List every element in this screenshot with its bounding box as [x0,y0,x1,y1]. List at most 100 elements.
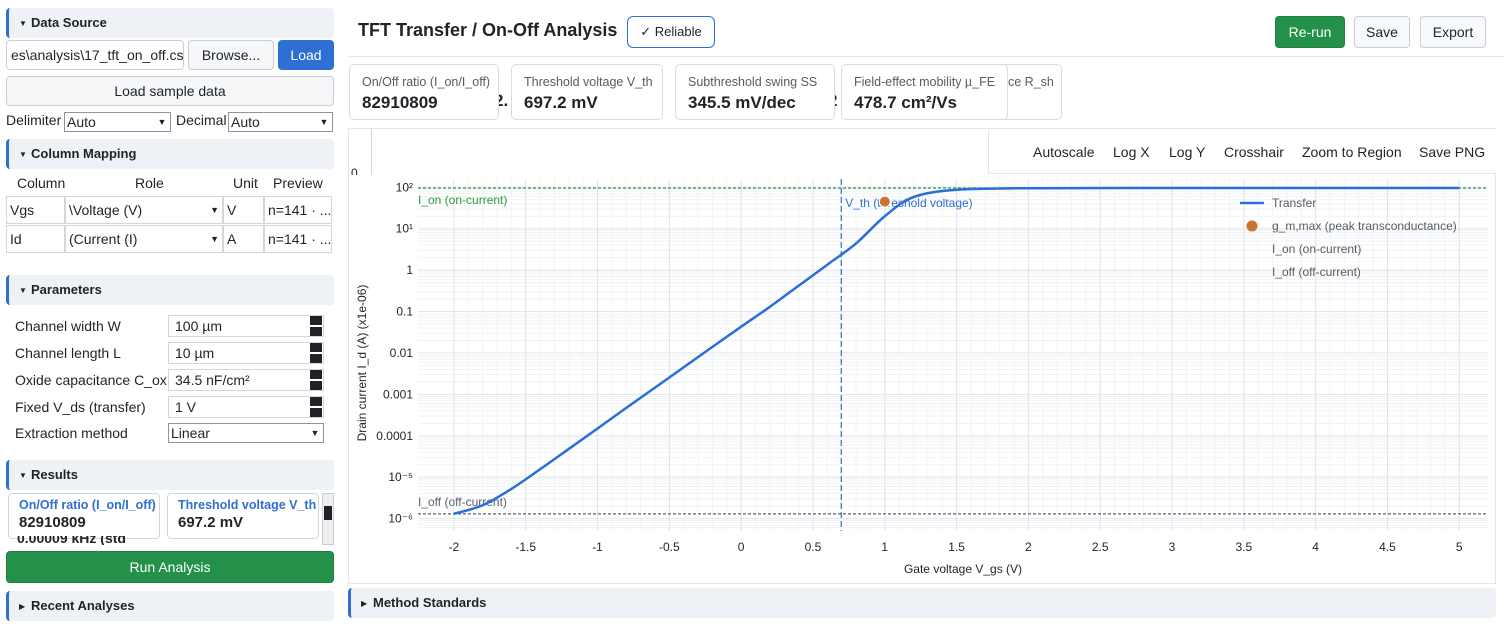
x-tick-label: -2 [449,540,460,554]
mapping-row-preview: n=141 · ... [264,196,332,224]
result-card-on-off: On/Off ratio (I_on/I_off) 82910809 [8,493,160,539]
zoom-to-region-button[interactable]: Zoom to Region [1302,144,1402,160]
mapping-row-preview: n=141 · ... [264,225,332,253]
export-button[interactable]: Export [1420,16,1486,48]
results-overflow: 0.00009 kHz (std [17,536,126,545]
extraction-method-label: Extraction method [15,425,128,441]
crosshair-button[interactable]: Crosshair [1224,144,1284,160]
x-tick-label: -1 [592,540,603,554]
y-tick-label: 0.001 [383,387,413,401]
x-tick-label: 3 [1169,540,1176,554]
col-header-preview: Preview [273,175,323,191]
gm-max-point [878,195,891,208]
x-tick-label: 1.5 [948,540,965,554]
save-png-button[interactable]: Save PNG [1419,144,1486,160]
chevron-right-icon: ▶ [19,602,26,611]
decimal-label: Decimal [176,112,227,128]
y-tick-label: 10⁻⁵ [388,470,413,484]
run-analysis-button[interactable]: Run Analysis [6,551,334,583]
transfer-series-line [453,186,1460,516]
legend-label: g_m,max (peak transconductance) [1272,219,1457,233]
col-header-column: Column [17,175,66,191]
reference-line-label: I_on (on-current) [418,193,507,207]
results-scrollbar[interactable] [322,493,334,545]
chevron-down-icon: ▼ [19,150,27,159]
legend-label: I_on (on-current) [1272,242,1361,256]
transfer-chart[interactable]: I_on (on-current) I_off (off-current) V_th… [350,175,1494,580]
mapping-row-role[interactable]: (Current (I) ▼ [65,225,223,253]
chevron-down-icon: ▼ [157,117,167,127]
col-header-unit: Unit [233,175,258,191]
section-results[interactable]: ▼ Results [6,460,334,490]
chevron-down-icon: ▼ [210,234,219,244]
y-tick-label: 0.01 [390,346,414,360]
x-tick-label: 3.5 [1235,540,1252,554]
y-tick-label: 1 [406,263,413,277]
autoscale-button[interactable]: Autoscale [1033,144,1095,160]
mapping-row-column: Vgs [6,196,65,224]
reference-line-label: V_th (threshold voltage) [845,196,972,210]
browse-button[interactable]: Browse... [188,40,274,70]
oxide-capacitance-input[interactable]: 34.5 nF/cm² [168,369,324,391]
stepper-icon[interactable] [310,343,322,363]
page-title: TFT Transfer / On-Off Analysis [358,20,618,40]
rerun-button[interactable]: Re-run [1275,16,1345,48]
section-column-mapping[interactable]: ▼ Column Mapping [6,139,334,169]
decimal-select[interactable]: Auto ▼ [228,112,333,132]
fixed-vds-input[interactable]: 1 V [168,396,324,418]
load-sample-button[interactable]: Load sample data [6,76,334,106]
metric-card-vth: Threshold voltage V_th 697.2 mV [511,64,663,120]
param-label: Channel length L [15,345,121,361]
metric-card-hidden: ce R_sh [1000,64,1062,120]
chevron-down-icon: ▼ [19,286,27,295]
section-recent-analyses[interactable]: ▶ Recent Analyses [6,591,334,621]
y-tick-label: 0.1 [396,305,413,319]
channel-length-input[interactable]: 10 µm [168,342,324,364]
param-label: Oxide capacitance C_ox [15,372,167,388]
chevron-down-icon: ▼ [210,205,219,215]
chart-toolbar: Autoscale Log X Log Y Crosshair Zoom to … [988,130,1496,174]
legend-label: I_off (off-current) [1272,265,1361,279]
delimiter-select[interactable]: Auto ▼ [64,112,171,132]
section-method-standards[interactable]: ▶ Method Standards [348,588,1496,618]
result-card-vth: Threshold voltage V_th 697.2 mV [167,493,319,539]
reference-line-label: I_off (off-current) [418,495,507,509]
x-tick-label: 1 [881,540,888,554]
stepper-icon[interactable] [310,316,322,336]
legend-label: Transfer [1272,196,1316,210]
section-data-source[interactable]: ▼ Data Source [6,8,334,38]
header-divider [348,56,1504,57]
log-y-button[interactable]: Log Y [1169,144,1206,160]
y-axis-title: Drain current I_d (A) (x1e-06) [355,285,369,442]
x-tick-label: -1.5 [515,540,536,554]
legend-swatch [1246,220,1258,232]
load-button[interactable]: Load [278,40,334,70]
channel-width-input[interactable]: 100 µm [168,315,324,337]
mapping-row-unit[interactable]: V [223,196,264,224]
scrollbar-thumb[interactable] [324,506,332,520]
x-axis-title: Gate voltage V_gs (V) [904,562,1022,576]
x-tick-label: -0.5 [659,540,680,554]
x-tick-label: 2 [1025,540,1032,554]
stepper-icon[interactable] [310,370,322,390]
param-label: Fixed V_ds (transfer) [15,399,146,415]
x-tick-label: 4.5 [1379,540,1396,554]
file-path-input[interactable]: es\analysis\17_tft_on_off.csv [6,40,184,70]
chevron-down-icon: ▼ [319,117,329,127]
mapping-row-unit[interactable]: A [223,225,264,253]
stepper-icon[interactable] [310,397,322,417]
save-button[interactable]: Save [1354,16,1410,48]
y-tick-label: 10⁻⁶ [388,512,413,526]
mapping-row-role[interactable]: \Voltage (V) ▼ [65,196,223,224]
extraction-method-select[interactable]: Linear ▼ [168,423,324,443]
y-tick-label: 10¹ [396,222,413,236]
x-tick-label: 0.5 [805,540,822,554]
x-tick-label: 4 [1312,540,1319,554]
section-parameters[interactable]: ▼ Parameters [6,275,334,305]
chevron-right-icon: ▶ [361,599,368,608]
param-label: Channel width W [15,318,121,334]
delimiter-label: Delimiter [6,112,62,128]
x-tick-label: 0 [738,540,745,554]
y-tick-label: 10² [396,180,413,194]
log-x-button[interactable]: Log X [1113,144,1150,160]
